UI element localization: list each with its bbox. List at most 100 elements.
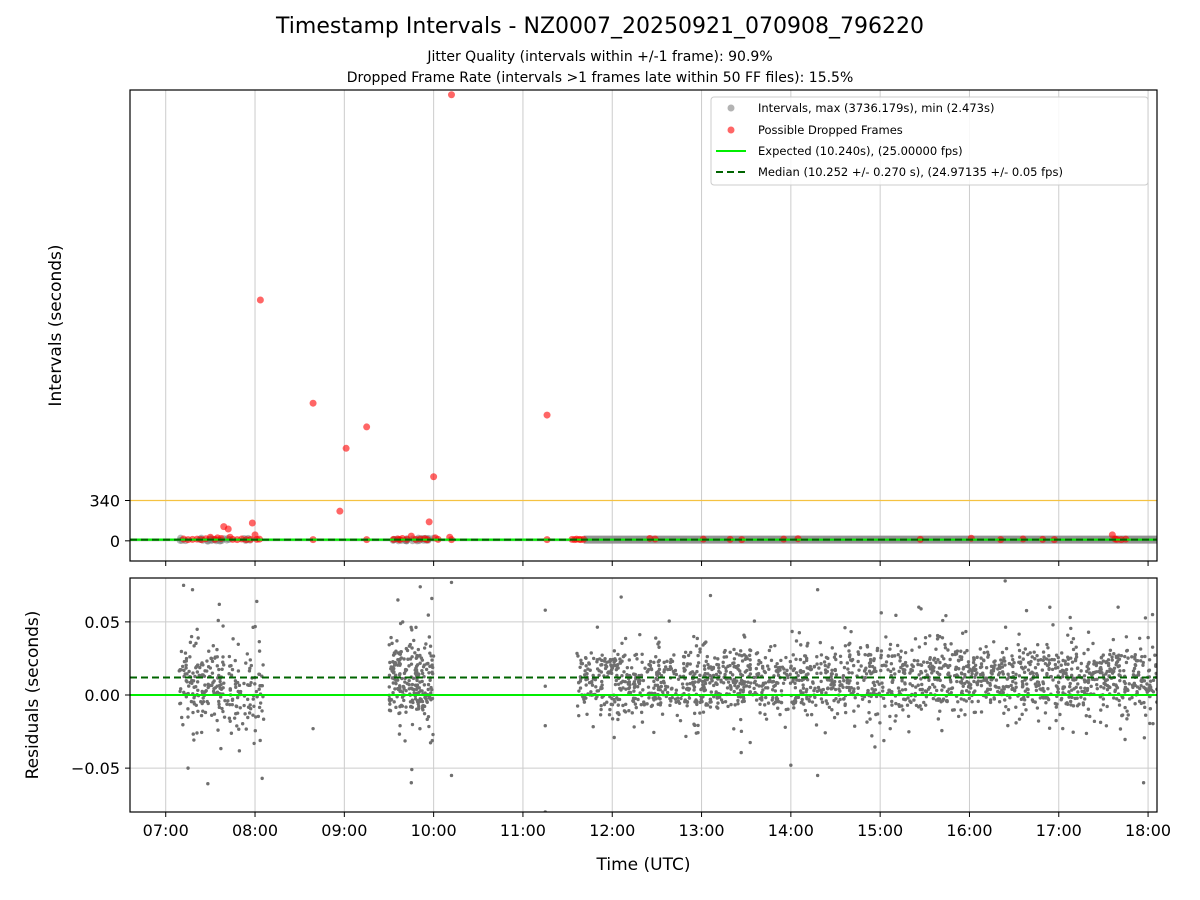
residual-point <box>770 680 774 684</box>
residual-point <box>868 664 872 669</box>
residual-point <box>658 702 662 706</box>
bottom-y-tick-label: 0.00 <box>84 686 120 705</box>
residual-point <box>657 671 662 676</box>
residual-point <box>705 703 710 707</box>
residual-point <box>688 662 692 666</box>
residual-point <box>763 712 767 717</box>
legend-label: Expected (10.240s), (25.00000 fps) <box>758 144 963 158</box>
residual-point <box>184 663 188 667</box>
residual-point <box>1148 707 1153 711</box>
residual-point <box>1117 664 1122 668</box>
residual-point <box>824 671 828 675</box>
residual-point <box>924 669 928 673</box>
residual-point <box>917 605 921 609</box>
residual-point <box>710 679 714 683</box>
residual-point <box>825 701 829 706</box>
residual-point <box>820 700 825 704</box>
residual-point <box>256 714 261 719</box>
residual-point <box>716 657 720 661</box>
residual-point <box>938 709 942 713</box>
residual-point <box>1086 662 1090 666</box>
residual-point <box>945 663 949 668</box>
residual-point <box>632 725 636 729</box>
residual-point <box>978 647 983 651</box>
residual-point <box>430 688 434 692</box>
residual-point <box>1079 686 1083 690</box>
residual-point <box>888 642 893 647</box>
residual-point <box>230 698 235 703</box>
residual-point <box>900 688 905 692</box>
residual-point <box>685 704 689 708</box>
residual-point <box>923 635 928 640</box>
residual-point <box>414 687 419 692</box>
residual-point <box>196 636 200 640</box>
residual-point <box>926 687 931 691</box>
residual-point <box>905 664 909 668</box>
residual-point <box>681 685 685 690</box>
residual-point <box>1069 656 1073 660</box>
residual-point <box>940 728 944 733</box>
residual-point <box>616 717 620 722</box>
residual-point <box>579 661 583 666</box>
residual-point <box>899 649 903 653</box>
residual-point <box>959 649 963 653</box>
residual-point <box>940 654 944 658</box>
residual-point <box>612 735 616 740</box>
residual-point <box>752 675 756 680</box>
residual-point <box>1025 687 1029 691</box>
residual-point <box>910 663 914 667</box>
residual-point <box>928 634 932 638</box>
residual-point <box>1085 688 1090 693</box>
top-plot-area <box>130 91 1157 545</box>
residual-point <box>800 697 804 702</box>
residual-point <box>639 710 644 715</box>
residual-point <box>735 686 739 690</box>
residual-point <box>856 659 860 664</box>
residual-point <box>191 671 195 675</box>
residual-point <box>1056 660 1061 664</box>
residual-point <box>779 700 783 705</box>
residual-point <box>731 680 736 685</box>
residual-point <box>894 613 898 618</box>
residual-point <box>717 666 721 670</box>
residual-point <box>410 628 414 632</box>
residual-point <box>1147 668 1152 672</box>
residual-point <box>759 660 763 665</box>
residual-point <box>934 698 939 702</box>
residual-point <box>825 686 830 691</box>
bottom-axes: 07:00 08:00 09:00 10:00 11:00 12:00 13:00 14:00… <box>23 577 1171 875</box>
residual-point <box>394 705 398 710</box>
top-y-tick-label: 340 <box>89 491 120 510</box>
residual-point <box>1067 695 1071 699</box>
residual-point <box>1047 726 1052 730</box>
residual-point <box>812 665 816 669</box>
residual-point <box>923 689 928 693</box>
residual-point <box>829 672 834 676</box>
residual-point <box>972 710 976 715</box>
residual-point <box>920 682 924 687</box>
residual-point <box>199 713 204 718</box>
residual-point <box>785 668 789 673</box>
residual-point <box>776 670 780 674</box>
residual-point <box>394 681 398 686</box>
residual-point <box>760 690 764 695</box>
residual-point <box>201 673 205 677</box>
residual-point <box>809 712 814 717</box>
residual-point <box>609 702 613 707</box>
residual-point <box>195 680 200 684</box>
residual-point <box>1143 713 1148 717</box>
residual-point <box>585 712 589 716</box>
residual-point <box>634 705 638 710</box>
residual-point <box>915 659 920 663</box>
residual-point <box>893 672 897 676</box>
residual-point <box>248 658 253 662</box>
residual-point <box>191 679 196 683</box>
residual-point <box>1088 714 1092 719</box>
residual-point <box>392 700 396 704</box>
residual-outlier <box>1141 781 1146 785</box>
residual-point <box>1065 701 1069 705</box>
residual-point <box>231 637 235 641</box>
residual-point <box>632 689 636 693</box>
dropped-frame-point <box>543 411 551 419</box>
